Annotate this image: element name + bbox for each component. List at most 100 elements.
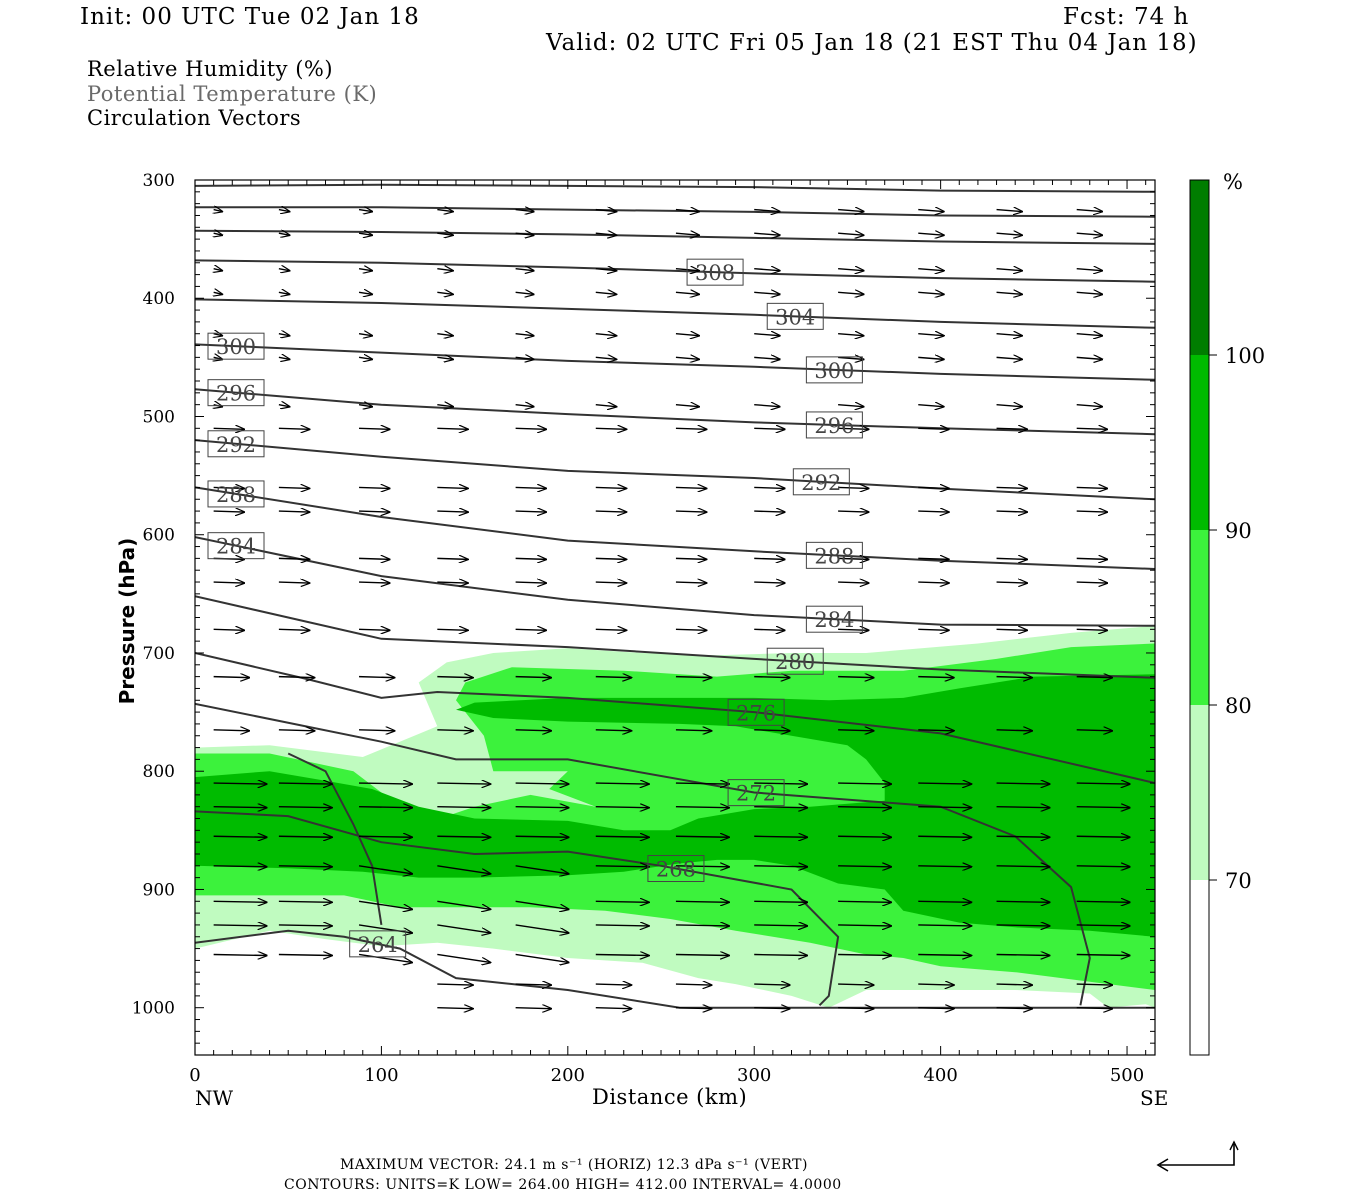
circulation-vector <box>754 487 785 488</box>
circulation-vector <box>515 1008 552 1009</box>
circulation-vector <box>595 558 627 559</box>
circulation-vector <box>996 405 1023 407</box>
circulation-vector <box>515 269 534 271</box>
circulation-vector <box>1076 357 1103 359</box>
colorbar-unit: % <box>1223 170 1243 194</box>
circulation-vector <box>918 984 954 985</box>
legend-relative-humidity: Relative Humidity (%) <box>87 57 334 81</box>
circulation-vector <box>515 405 534 407</box>
circulation-vector <box>918 925 971 926</box>
circulation-vector <box>754 269 780 271</box>
isentrope-label-box <box>207 430 265 458</box>
circulation-vector <box>838 925 891 926</box>
circulation-vector <box>595 269 617 271</box>
circulation-vector <box>358 269 372 271</box>
isentrope-line <box>195 536 1155 627</box>
circulation-vector <box>515 924 569 933</box>
colorbar-label: 70 <box>1225 869 1252 893</box>
circulation-vector <box>1076 1008 1113 1009</box>
circulation-vector <box>675 984 712 985</box>
circulation-vector <box>595 428 627 429</box>
circulation-vector <box>214 210 223 212</box>
circulation-vector <box>359 730 395 731</box>
isentrope-label-272: 272 <box>727 779 785 807</box>
circulation-vector <box>278 357 290 359</box>
y-tick-label: 500 <box>143 407 175 427</box>
circulation-vector <box>838 783 891 784</box>
circulation-vector <box>918 807 971 808</box>
circulation-vector <box>437 558 468 559</box>
circulation-vector <box>754 807 807 808</box>
circulation-vector <box>595 334 617 336</box>
circulation-vector <box>437 807 490 808</box>
circulation-vector <box>996 210 1023 212</box>
circulation-vector <box>1076 269 1103 271</box>
circulation-vector <box>359 677 395 678</box>
circulation-vector <box>595 511 627 512</box>
circulation-vector <box>515 558 547 559</box>
legend-circulation-vectors: Circulation Vectors <box>87 106 302 130</box>
circulation-vector <box>437 487 468 488</box>
isentrope-label-text: 308 <box>695 261 735 285</box>
isentrope-label-264: 264 <box>349 930 407 958</box>
circulation-vector <box>515 730 552 731</box>
isentrope-label-300: 300 <box>805 356 863 384</box>
circulation-vector <box>996 292 1023 294</box>
circulation-vector <box>754 210 780 212</box>
circulation-vector <box>213 954 267 955</box>
circulation-vector <box>1076 629 1108 630</box>
x-left-direction: NW <box>195 1086 234 1110</box>
circulation-vector <box>278 807 332 808</box>
circulation-vector <box>359 511 390 512</box>
circulation-vector <box>918 1008 954 1009</box>
y-axis-title: Pressure (hPa) <box>115 537 139 705</box>
circulation-vector <box>1076 511 1108 512</box>
circulation-vector <box>838 334 864 336</box>
isentrope-line <box>195 929 1155 1009</box>
circulation-vector <box>675 901 729 902</box>
circulation-vector <box>358 233 372 235</box>
contour-info: CONTOURS: UNITS=K LOW= 264.00 HIGH= 412.… <box>284 1177 842 1193</box>
circulation-vector <box>675 582 707 583</box>
reference-vector-icon <box>1156 1140 1239 1172</box>
circulation-vector <box>515 807 569 808</box>
isentrope-label-text: 296 <box>216 382 256 406</box>
circulation-vector <box>1076 428 1108 429</box>
circulation-vector <box>358 865 412 874</box>
circulation-vector <box>675 807 729 808</box>
circulation-vector <box>437 900 490 909</box>
isentrope-label-text: 300 <box>814 359 854 383</box>
circulation-vector <box>359 428 390 429</box>
circulation-vector <box>515 984 552 985</box>
circulation-vector <box>278 233 290 235</box>
circulation-vector <box>437 428 468 429</box>
rh-region-90 <box>195 674 1155 937</box>
circulation-vector <box>278 783 332 784</box>
circulation-vector <box>595 405 617 407</box>
circulation-vector <box>675 210 699 212</box>
circulation-vector <box>675 866 729 867</box>
circulation-vector <box>437 233 453 235</box>
circulation-vector <box>515 511 547 512</box>
forecast-hour: Fcst: 74 h <box>1063 4 1190 30</box>
circulation-vector <box>214 233 223 235</box>
circulation-vector <box>838 629 869 630</box>
circulation-vector <box>359 836 412 837</box>
circulation-vector <box>996 925 1050 926</box>
circulation-vector <box>838 487 869 488</box>
isentrope-label-box <box>792 468 850 496</box>
x-tick-label: 300 <box>737 1065 771 1086</box>
circulation-vector <box>213 677 250 678</box>
circulation-vector <box>996 334 1023 336</box>
circulation-vector <box>437 953 490 962</box>
circulation-vector <box>359 629 390 630</box>
circulation-vector <box>918 629 949 630</box>
isentrope-line <box>195 298 1155 329</box>
circulation-vector <box>359 807 412 808</box>
circulation-vector <box>437 357 453 359</box>
circulation-vector <box>1076 558 1108 559</box>
isentrope-label-276: 276 <box>727 698 785 726</box>
circulation-vector <box>1076 233 1103 235</box>
isentrope-label-box <box>207 332 265 360</box>
circulation-vector <box>214 269 223 271</box>
